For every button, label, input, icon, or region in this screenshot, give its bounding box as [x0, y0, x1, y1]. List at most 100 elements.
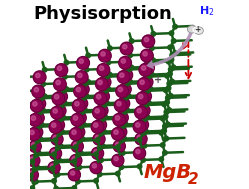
Circle shape	[55, 91, 67, 103]
Circle shape	[72, 157, 76, 161]
Circle shape	[53, 164, 58, 169]
Circle shape	[34, 98, 46, 110]
Circle shape	[139, 123, 143, 128]
Circle shape	[133, 120, 146, 133]
Circle shape	[32, 167, 37, 172]
Circle shape	[74, 112, 86, 124]
Circle shape	[98, 49, 111, 62]
Circle shape	[30, 99, 43, 112]
Circle shape	[117, 131, 122, 135]
Circle shape	[159, 131, 164, 135]
Circle shape	[32, 112, 44, 124]
Circle shape	[145, 93, 149, 98]
Circle shape	[55, 94, 59, 99]
Circle shape	[116, 112, 128, 124]
Circle shape	[33, 128, 37, 133]
Circle shape	[116, 145, 120, 149]
Circle shape	[95, 109, 99, 113]
Circle shape	[146, 79, 151, 83]
Circle shape	[51, 133, 63, 145]
Text: +: +	[154, 75, 162, 85]
Circle shape	[92, 164, 97, 168]
Circle shape	[126, 45, 130, 50]
Circle shape	[116, 85, 128, 98]
Circle shape	[83, 108, 87, 113]
Circle shape	[115, 126, 127, 138]
Circle shape	[72, 159, 77, 164]
Circle shape	[144, 129, 148, 134]
Circle shape	[56, 136, 61, 140]
Circle shape	[173, 24, 177, 29]
Circle shape	[97, 90, 109, 102]
Circle shape	[100, 95, 104, 100]
Circle shape	[137, 135, 141, 139]
Circle shape	[129, 65, 134, 70]
Circle shape	[86, 80, 90, 84]
Circle shape	[37, 88, 42, 93]
Circle shape	[75, 131, 79, 135]
Circle shape	[118, 114, 123, 118]
Circle shape	[137, 108, 141, 113]
Circle shape	[104, 53, 109, 57]
Circle shape	[94, 179, 98, 183]
Circle shape	[73, 171, 78, 176]
Circle shape	[56, 80, 60, 85]
Circle shape	[168, 45, 172, 50]
Circle shape	[36, 100, 40, 104]
Circle shape	[52, 123, 56, 127]
Circle shape	[116, 171, 120, 176]
Text: 2: 2	[188, 173, 198, 187]
Circle shape	[97, 146, 102, 150]
Circle shape	[79, 124, 83, 129]
Circle shape	[102, 129, 106, 134]
Circle shape	[55, 124, 59, 128]
Circle shape	[72, 130, 76, 135]
Circle shape	[90, 162, 102, 174]
Circle shape	[139, 64, 152, 76]
Circle shape	[50, 167, 55, 171]
Circle shape	[36, 73, 40, 78]
Circle shape	[113, 140, 125, 152]
Circle shape	[52, 92, 65, 105]
Circle shape	[52, 119, 64, 131]
Circle shape	[53, 136, 57, 140]
Circle shape	[125, 81, 129, 86]
Circle shape	[124, 96, 128, 100]
Circle shape	[147, 74, 151, 79]
Circle shape	[119, 116, 123, 121]
Circle shape	[33, 71, 46, 84]
Circle shape	[119, 138, 124, 143]
Circle shape	[141, 76, 153, 88]
Circle shape	[33, 131, 38, 136]
Circle shape	[151, 58, 156, 63]
Circle shape	[117, 128, 121, 132]
Circle shape	[164, 110, 169, 114]
Circle shape	[52, 150, 56, 154]
Circle shape	[77, 139, 82, 143]
Circle shape	[140, 136, 145, 140]
Circle shape	[73, 126, 85, 138]
Circle shape	[95, 135, 99, 139]
Circle shape	[163, 114, 168, 119]
Text: +: +	[194, 25, 200, 34]
Circle shape	[143, 107, 148, 112]
Circle shape	[100, 93, 104, 97]
Circle shape	[95, 164, 100, 169]
Circle shape	[135, 133, 147, 145]
Circle shape	[142, 62, 154, 74]
Circle shape	[53, 109, 58, 113]
Circle shape	[140, 80, 144, 84]
Circle shape	[99, 158, 103, 162]
Circle shape	[32, 85, 45, 98]
Circle shape	[117, 71, 130, 83]
Circle shape	[75, 98, 88, 110]
Circle shape	[147, 65, 152, 69]
Circle shape	[168, 72, 172, 76]
Circle shape	[73, 116, 78, 120]
Circle shape	[64, 60, 69, 65]
Circle shape	[98, 107, 102, 111]
Circle shape	[128, 53, 132, 58]
Circle shape	[72, 99, 85, 112]
Circle shape	[124, 60, 129, 64]
Circle shape	[21, 101, 25, 106]
